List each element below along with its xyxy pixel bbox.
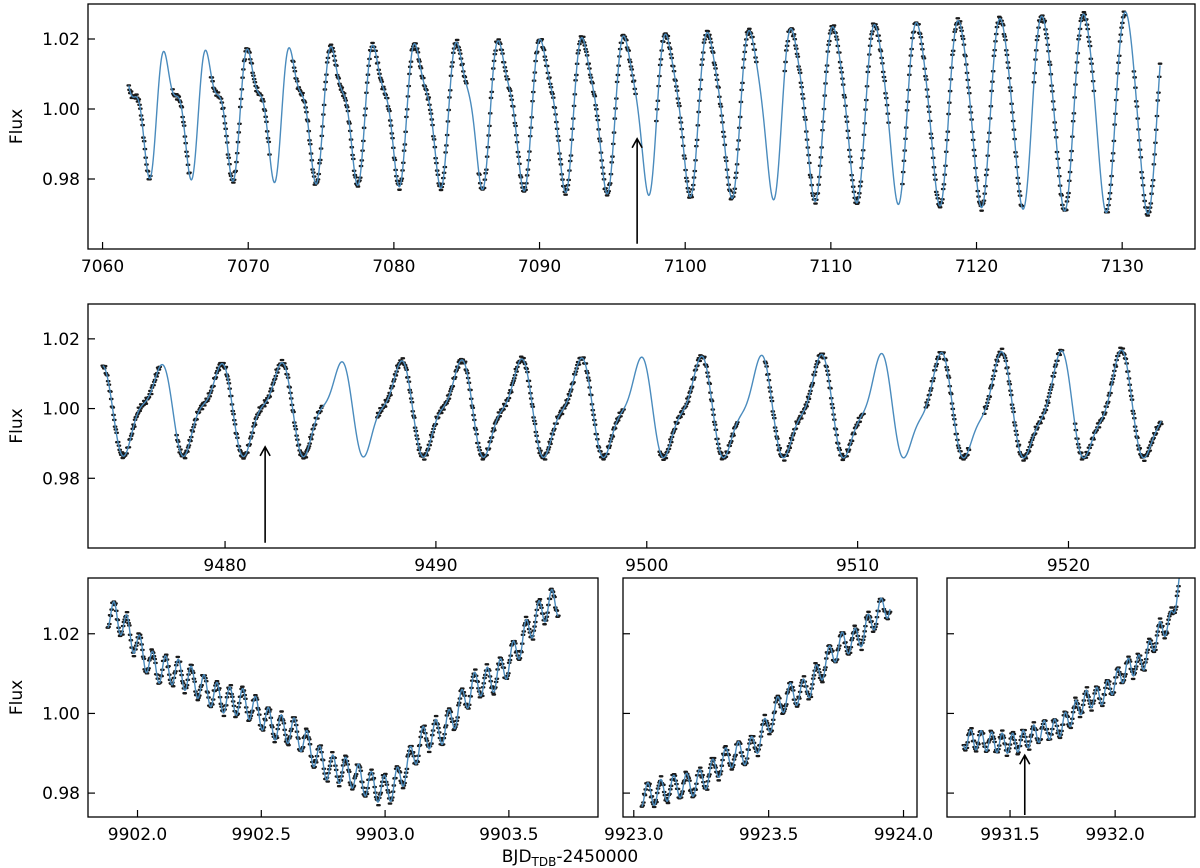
x-tick-label: 9924.0 (874, 825, 933, 845)
axes-frame (87, 577, 599, 818)
x-tick-label: 7070 (227, 257, 270, 277)
model-fit-line (641, 597, 891, 807)
x-tick-label: 9480 (203, 556, 246, 576)
y-axis-label: Flux (7, 680, 27, 715)
model-fit-line (102, 349, 1162, 459)
panel-zoom-9902-9904: 9902.0 9902.5 9903.0 9903.5 0.98 1.00 1.02 Flux (7, 577, 599, 845)
data-points-series (961, 585, 1181, 757)
y-axis-label: Flux (7, 109, 27, 144)
x-tick-label: 7060 (81, 257, 124, 277)
x-tick-label: 7130 (1101, 257, 1144, 277)
y-tick-label: 1.02 (42, 330, 80, 350)
data-points-series (105, 587, 561, 807)
axes-frame (946, 577, 1196, 818)
x-tick-label: 9903.5 (479, 825, 538, 845)
x-tick-label: 9903.0 (355, 825, 414, 845)
y-tick-label: 1.00 (42, 704, 80, 724)
y-axis-label: Flux (7, 408, 27, 443)
axes-frame (622, 577, 918, 818)
y-tick-label: 0.98 (42, 170, 80, 190)
panel-zoom-9931-9932: 9931.5 9932.0 (946, 577, 1196, 845)
model-fit-line (107, 588, 559, 803)
event-arrow-head (631, 137, 643, 149)
event-arrow-head (1019, 753, 1031, 765)
x-tick-label: 9500 (625, 556, 668, 576)
x-tick-label: 9510 (836, 556, 879, 576)
y-tick-label: 1.02 (42, 30, 80, 50)
xlabel-suffix: -2450000 (556, 847, 638, 867)
x-tick-label: 7080 (372, 257, 415, 277)
x-tick-label: 9932.0 (1085, 825, 1144, 845)
model-fit-line (963, 578, 1180, 755)
panel-sector-7060-7133: 7060 7070 7080 7090 7100 7110 7120 7130 0.98 1.00… (7, 3, 1196, 277)
panel-sector-9474-9524: 9480 9490 9500 9510 9520 0.98 1.00 1.02 Flux (7, 303, 1196, 576)
x-tick-label: 9931.5 (980, 825, 1039, 845)
xlabel-subscript: TDB (531, 855, 557, 868)
x-tick-label: 9520 (1047, 556, 1090, 576)
axes-frame (87, 3, 1196, 250)
event-arrow-head (259, 445, 271, 457)
x-tick-label: 7120 (955, 257, 998, 277)
x-tick-label: 7110 (809, 257, 852, 277)
x-tick-label: 9923.5 (739, 825, 798, 845)
x-tick-label: 9902.0 (108, 825, 167, 845)
model-fit-line (128, 11, 1161, 215)
data-points-series (100, 346, 1164, 462)
y-tick-label: 0.98 (42, 784, 80, 804)
y-tick-label: 1.00 (42, 400, 80, 420)
y-tick-label: 1.00 (42, 100, 80, 120)
x-tick-label: 9490 (414, 556, 457, 576)
x-tick-label: 7100 (664, 257, 707, 277)
panel-zoom-9923-9924: 9923.0 9923.5 9924.0 (604, 577, 933, 845)
x-tick-label: 7090 (518, 257, 561, 277)
y-tick-label: 0.98 (42, 469, 80, 489)
x-tick-label: 9902.5 (232, 825, 291, 845)
data-points-series (126, 10, 1163, 217)
y-tick-label: 1.02 (42, 625, 80, 645)
xlabel-main: BJD (502, 847, 532, 867)
shared-x-axis-label: BJDTDB-2450000 (502, 847, 638, 868)
x-tick-label: 9923.0 (604, 825, 663, 845)
axes-frame (87, 303, 1196, 549)
